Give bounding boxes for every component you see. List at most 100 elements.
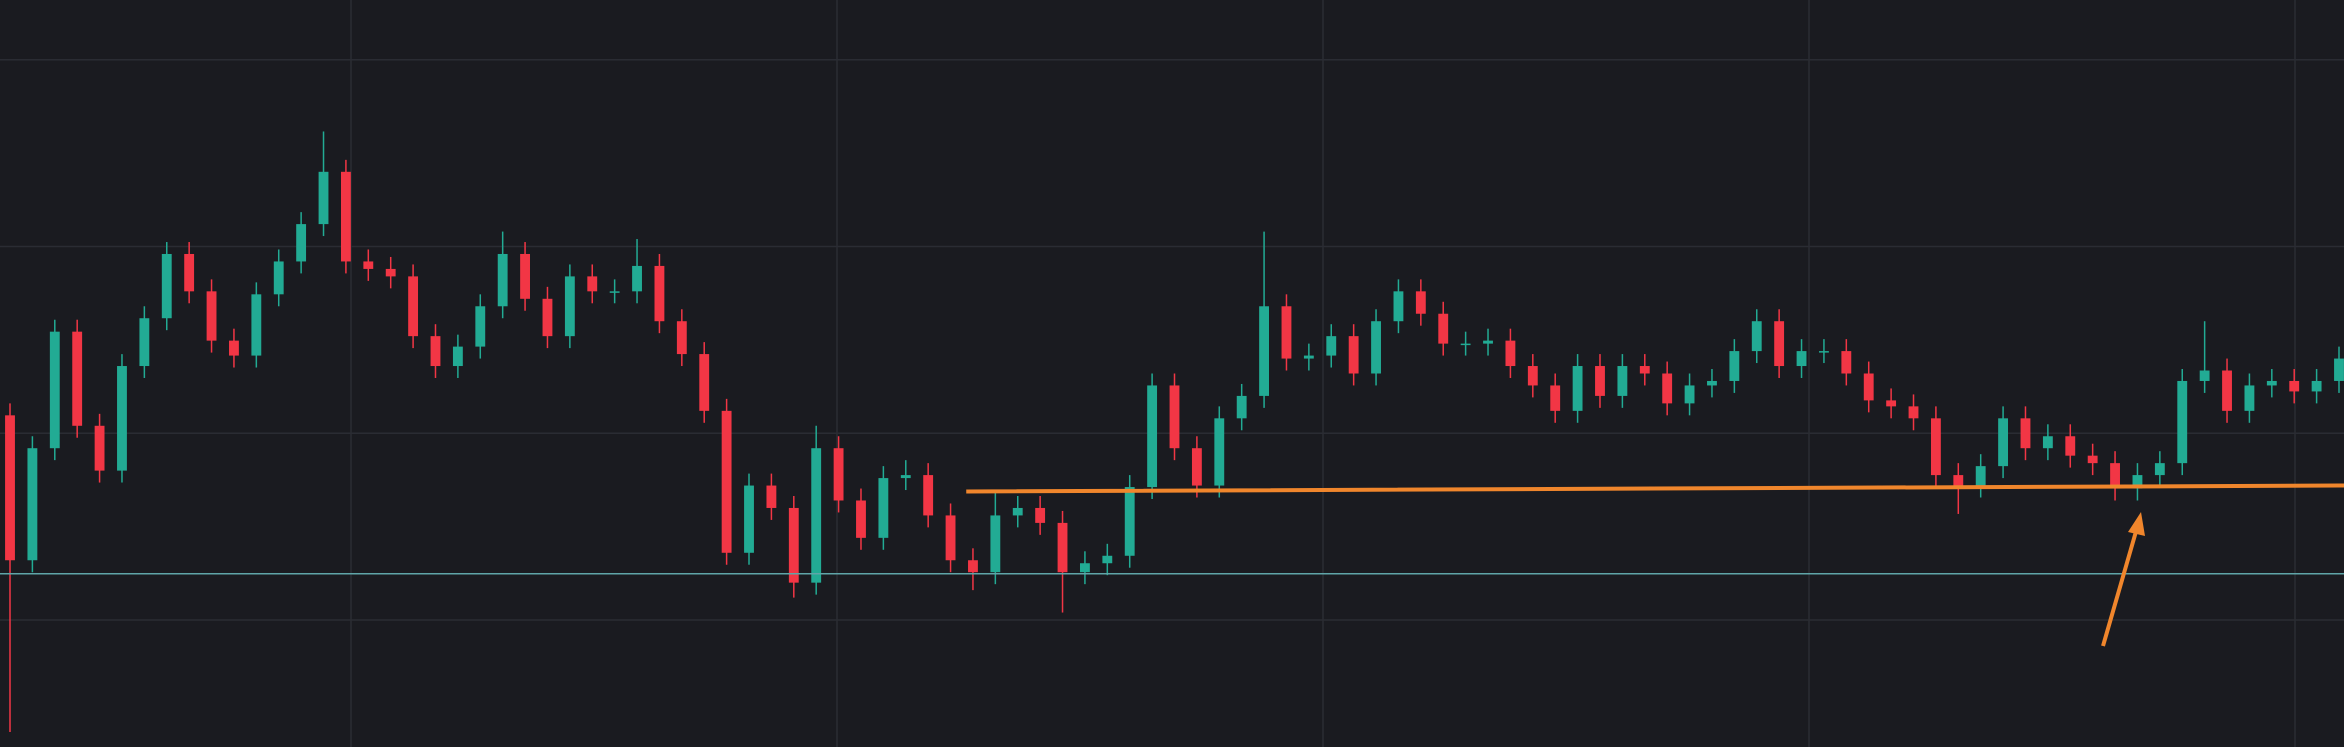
candle-body (2222, 370, 2232, 411)
candle-body (1751, 321, 1762, 352)
candle-body (699, 354, 710, 411)
candle-body (49, 331, 60, 449)
arrow-annotation (2101, 512, 2145, 647)
candle-body (811, 448, 822, 583)
candle-body (520, 253, 530, 299)
candle-body (1953, 475, 1964, 486)
candle-body (452, 346, 463, 367)
candle-body (1438, 313, 1449, 344)
candle-body (1191, 448, 1202, 486)
candle-body (72, 331, 83, 426)
candle-body (2334, 358, 2344, 381)
vertical-grid (350, 0, 2296, 747)
candle-body (1303, 355, 1314, 359)
candle-body (1998, 418, 2009, 467)
candle-body (632, 265, 642, 292)
candle-body (1214, 418, 1225, 486)
candle-body (318, 171, 329, 225)
candle-body (542, 298, 553, 337)
candle-body (1147, 385, 1158, 488)
trend-line (966, 483, 2344, 494)
candle-body (766, 485, 777, 508)
candle-body (1595, 366, 1605, 396)
candle-body (1707, 380, 1717, 386)
candle-body (833, 448, 844, 501)
candle-body (2311, 380, 2322, 392)
candle-body (363, 261, 374, 269)
candle-body (475, 306, 486, 347)
candle-body (5, 415, 15, 561)
candle-body (609, 291, 620, 293)
candle-body (1796, 351, 1807, 367)
candle-body (27, 448, 38, 561)
candle-body (721, 410, 732, 553)
candle-body (1930, 418, 1941, 476)
candle-body (990, 515, 1001, 573)
candle-body (2266, 380, 2277, 386)
candle-body (161, 253, 172, 319)
candle-body (1550, 385, 1561, 411)
candle-body (2199, 370, 2210, 381)
candle-body (497, 253, 508, 307)
candle-body (856, 500, 866, 538)
candle-body (1572, 366, 1583, 411)
candle-body (1079, 563, 1090, 573)
plot-area (0, 59, 2344, 733)
candle-body (788, 507, 799, 583)
candle-body (408, 276, 419, 337)
candle-body (1415, 291, 1426, 314)
candle-body (923, 475, 934, 516)
candle-body (1012, 507, 1023, 516)
candle-body (744, 485, 754, 553)
candle-body (1662, 373, 1673, 404)
candle-body (1483, 340, 1493, 344)
candle-body (273, 261, 284, 295)
candle-body (296, 224, 307, 262)
candle-body (1348, 336, 1359, 374)
candle-body (229, 340, 239, 356)
candle-body (1371, 321, 1381, 374)
candle-body (206, 291, 217, 341)
candle-body (564, 276, 575, 337)
candle-body (2065, 436, 2076, 456)
candle-body (1169, 385, 1180, 449)
candle-body (1102, 555, 1113, 564)
candle-body (654, 265, 665, 322)
candle-body (1908, 406, 1919, 419)
candle-body (1326, 336, 1337, 356)
candle-body (94, 425, 105, 471)
candle-body (1819, 351, 1829, 353)
candle-body (1774, 321, 1785, 367)
candle-body (2177, 380, 2188, 464)
candle-body (1281, 306, 1292, 359)
candle-body (2289, 380, 2300, 392)
arrow-head (2128, 512, 2145, 536)
candle-body (1460, 343, 1471, 346)
arrow-shaft (2101, 527, 2139, 647)
candle-body (184, 253, 195, 292)
candle-body (251, 294, 262, 356)
candle-body (1259, 306, 1270, 396)
candle-body (1975, 466, 1986, 486)
candle-body (878, 478, 889, 538)
candle-body (1684, 385, 1695, 404)
candle-body (2110, 463, 2120, 489)
candle-body (1729, 351, 1740, 381)
candle-body (1617, 366, 1628, 396)
candle-body (1841, 351, 1852, 374)
candle-body (1236, 395, 1247, 419)
candle-body (968, 560, 978, 573)
candle-body (2087, 455, 2098, 464)
candle-body (945, 515, 956, 561)
candle-body (2154, 463, 2165, 476)
candle-body (117, 366, 127, 471)
candle-body (1527, 366, 1538, 386)
candle-body (676, 321, 687, 355)
candle-body (430, 336, 441, 367)
candle-body (1639, 366, 1650, 374)
candle-body (1035, 507, 1046, 523)
candle-body (900, 475, 911, 479)
